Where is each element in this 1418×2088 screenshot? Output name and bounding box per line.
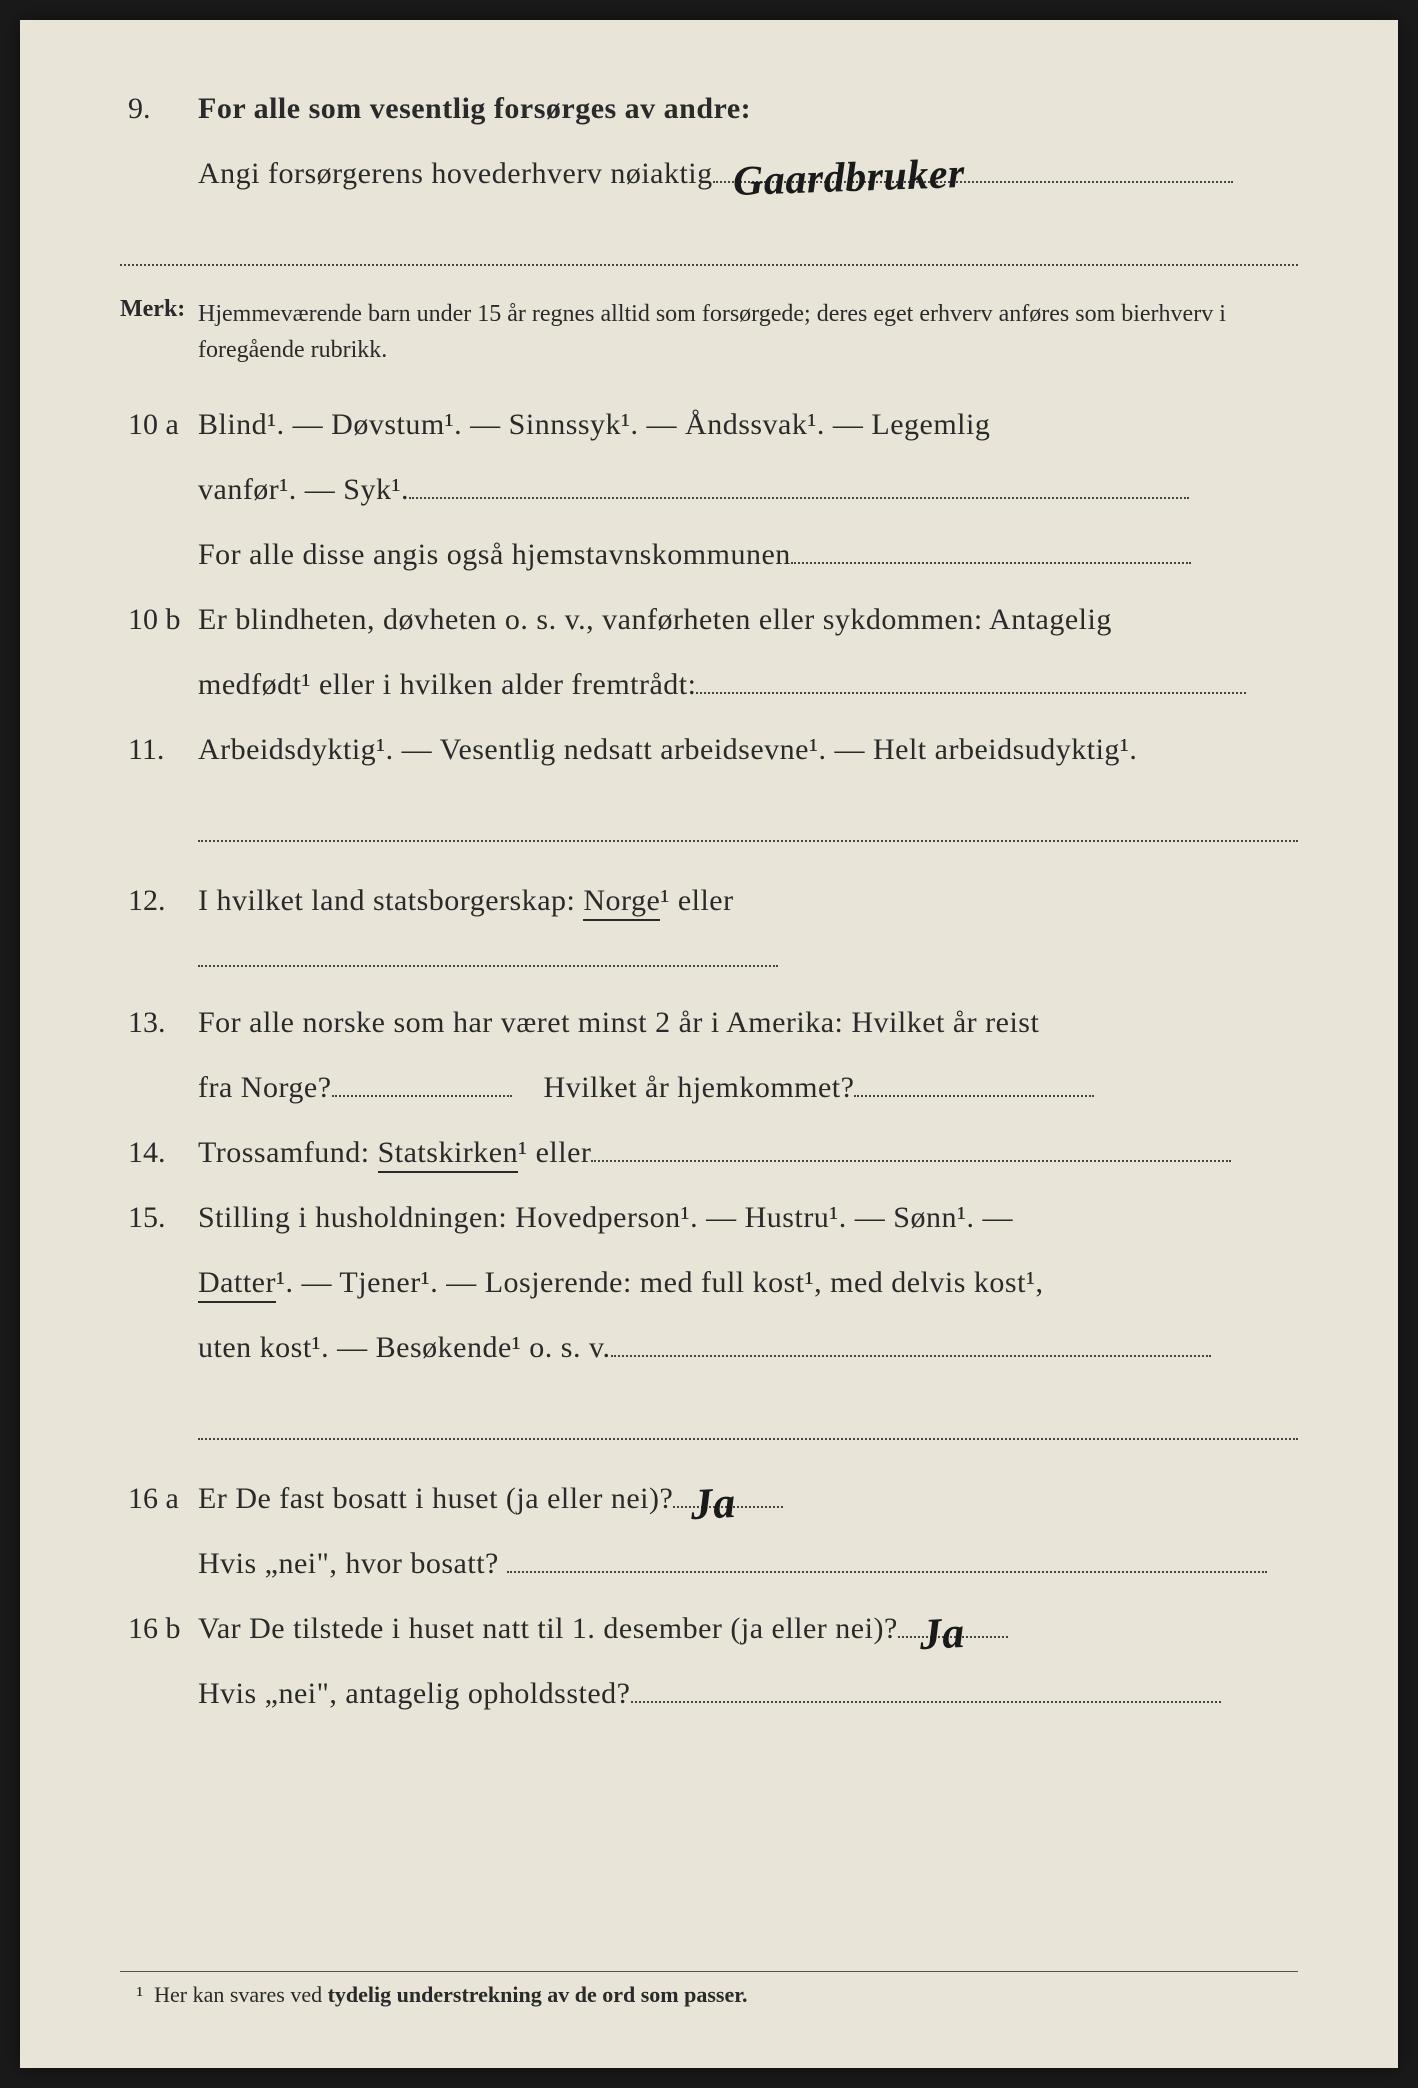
divider-3	[198, 1438, 1298, 1440]
q16a-line1-text: Er De fast bosatt i huset (ja eller nei)…	[198, 1482, 673, 1515]
q14-prefix: Trossamfund:	[198, 1136, 378, 1169]
q10b-number: 10 b	[120, 591, 198, 648]
q16b-row2: Hvis „nei", antagelig opholdssted?	[120, 1665, 1298, 1722]
q16a-row: 16 a Er De fast bosatt i huset (ja eller…	[120, 1470, 1298, 1527]
q16a-answer-blank: Ja	[673, 1506, 783, 1508]
q16b-line1-text: Var De tilstede i huset natt til 1. dese…	[198, 1612, 898, 1645]
q15-row2: Datter¹. — Tjener¹. — Losjerende: med fu…	[120, 1254, 1298, 1311]
q10b-blank	[696, 692, 1246, 694]
q10a-line3-text: For alle disse angis også hjemstavnskomm…	[198, 538, 791, 571]
q12-suffix: eller	[670, 884, 734, 917]
q16b-answer: Ja	[917, 1591, 966, 1677]
q10a-blank2	[791, 562, 1191, 564]
census-form-page: 9. For alle som vesentlig forsørges av a…	[20, 20, 1398, 2068]
q15-line3-text: uten kost¹. — Besøkende¹ o. s. v.	[198, 1331, 611, 1364]
footnote-bold: tydelig understrekning av de ord som pas…	[328, 1982, 748, 2007]
q12-row: 12. I hvilket land statsborgerskap: Norg…	[120, 872, 1298, 986]
q10a-row: 10 a Blind¹. — Døvstum¹. — Sinnssyk¹. — …	[120, 396, 1298, 453]
divider-1	[120, 264, 1298, 266]
q16b-line1: Var De tilstede i huset natt til 1. dese…	[198, 1600, 1298, 1657]
q15-line1: Stilling i husholdningen: Hovedperson¹. …	[198, 1189, 1298, 1246]
q16b-row: 16 b Var De tilstede i huset natt til 1.…	[120, 1600, 1298, 1657]
q14-suffix: eller	[528, 1136, 592, 1169]
merk-label: Merk:	[120, 296, 198, 323]
q14-sup: ¹	[518, 1136, 528, 1169]
q12-blank	[198, 965, 778, 967]
q16a-line1: Er De fast bosatt i huset (ja eller nei)…	[198, 1470, 1298, 1527]
q13-line1: For alle norske som har været minst 2 år…	[198, 994, 1298, 1051]
q16b-blank2	[631, 1701, 1221, 1703]
q15-line2-underlined: Datter	[198, 1266, 276, 1303]
q10b-line2-text: medfødt¹ eller i hvilken alder fremtrådt…	[198, 668, 696, 701]
q11-row: 11. Arbeidsdyktig¹. — Vesentlig nedsatt …	[120, 721, 1298, 778]
q12-content: I hvilket land statsborgerskap: Norge¹ e…	[198, 872, 1298, 986]
q15-row: 15. Stilling i husholdningen: Hovedperso…	[120, 1189, 1298, 1246]
divider-2	[198, 840, 1298, 842]
q9-content: For alle som vesentlig forsørges av andr…	[198, 80, 1298, 137]
q15-blank	[611, 1355, 1211, 1357]
q9-row2: Angi forsørgerens hovederhverv nøiaktig …	[120, 145, 1298, 202]
q10a-number: 10 a	[120, 396, 198, 453]
footnote-marker: ¹	[137, 1982, 144, 2007]
q14-content: Trossamfund: Statskirken¹ eller	[198, 1124, 1298, 1181]
q9-line2: Angi forsørgerens hovederhverv nøiaktig …	[198, 145, 1298, 202]
q10b-line1: Er blindheten, døvheten o. s. v., vanfør…	[198, 591, 1298, 648]
q10a-line2: vanfør¹. — Syk¹.	[198, 461, 1298, 518]
q13-line2: fra Norge? Hvilket år hjemkommet?	[198, 1059, 1298, 1116]
q10a-row2: vanfør¹. — Syk¹.	[120, 461, 1298, 518]
q13-line2a: fra Norge?	[198, 1071, 332, 1104]
merk-text: Hjemmeværende barn under 15 år regnes al…	[198, 296, 1298, 368]
q9-answer-line: Gaardbruker	[713, 181, 1233, 183]
q10a-row3: For alle disse angis også hjemstavnskomm…	[120, 526, 1298, 583]
q16b-line2-text: Hvis „nei", antagelig opholdssted?	[198, 1677, 631, 1710]
q14-row: 14. Trossamfund: Statskirken¹ eller	[120, 1124, 1298, 1181]
q9-line1: For alle som vesentlig forsørges av andr…	[198, 92, 751, 125]
q10a-line2-text: vanfør¹. — Syk¹.	[198, 473, 409, 506]
q13-blank1	[332, 1095, 512, 1097]
q13-row: 13. For alle norske som har været minst …	[120, 994, 1298, 1051]
q16b-line2: Hvis „nei", antagelig opholdssted?	[198, 1665, 1298, 1722]
q16a-line2-text: Hvis „nei", hvor bosatt?	[198, 1547, 499, 1580]
q14-blank	[591, 1160, 1231, 1162]
q15-row3: uten kost¹. — Besøkende¹ o. s. v.	[120, 1319, 1298, 1376]
q10a-blank	[409, 497, 1189, 499]
q12-number: 12.	[120, 872, 198, 929]
merk-row: Merk: Hjemmeværende barn under 15 år reg…	[120, 296, 1298, 368]
q15-line2: Datter¹. — Tjener¹. — Losjerende: med fu…	[198, 1254, 1298, 1311]
q16a-number: 16 a	[120, 1470, 198, 1527]
q12-prefix: I hvilket land statsborgerskap:	[198, 884, 583, 917]
q9-row: 9. For alle som vesentlig forsørges av a…	[120, 80, 1298, 137]
footnote: ¹ Her kan svares ved tydelig understrekn…	[120, 1971, 1298, 2008]
q15-number: 15.	[120, 1189, 198, 1246]
q16a-line2: Hvis „nei", hvor bosatt?	[198, 1535, 1298, 1592]
q10b-row: 10 b Er blindheten, døvheten o. s. v., v…	[120, 591, 1298, 648]
q12-sup: ¹	[660, 884, 670, 917]
q15-line2-rest: . — Tjener¹. — Losjerende: med full kost…	[285, 1266, 1043, 1299]
q10b-row2: medfødt¹ eller i hvilken alder fremtrådt…	[120, 656, 1298, 713]
q10a-line1: Blind¹. — Døvstum¹. — Sinnssyk¹. — Åndss…	[198, 396, 1298, 453]
q16b-number: 16 b	[120, 1600, 198, 1657]
footnote-prefix: Her kan svares ved	[154, 1982, 328, 2007]
q16a-blank2	[507, 1571, 1267, 1573]
q15-line3: uten kost¹. — Besøkende¹ o. s. v.	[198, 1319, 1298, 1376]
q11-number: 11.	[120, 721, 198, 778]
q14-number: 14.	[120, 1124, 198, 1181]
q16a-answer: Ja	[689, 1461, 738, 1547]
q13-line2b: Hvilket år hjemkommet?	[544, 1071, 855, 1104]
q14-underlined: Statskirken	[378, 1136, 519, 1173]
q9-line2-prefix: Angi forsørgerens hovederhverv nøiaktig	[198, 157, 713, 190]
q12-underlined: Norge	[583, 884, 660, 921]
q9-handwritten-answer: Gaardbruker	[731, 135, 966, 223]
q10a-line3: For alle disse angis også hjemstavnskomm…	[198, 526, 1298, 583]
q10b-line2: medfødt¹ eller i hvilken alder fremtrådt…	[198, 656, 1298, 713]
q13-row2: fra Norge? Hvilket år hjemkommet?	[120, 1059, 1298, 1116]
q16b-answer-blank: Ja	[898, 1636, 1008, 1638]
q9-number: 9.	[120, 80, 198, 137]
q13-number: 13.	[120, 994, 198, 1051]
q13-blank2	[854, 1095, 1094, 1097]
q11-text: Arbeidsdyktig¹. — Vesentlig nedsatt arbe…	[198, 721, 1298, 778]
